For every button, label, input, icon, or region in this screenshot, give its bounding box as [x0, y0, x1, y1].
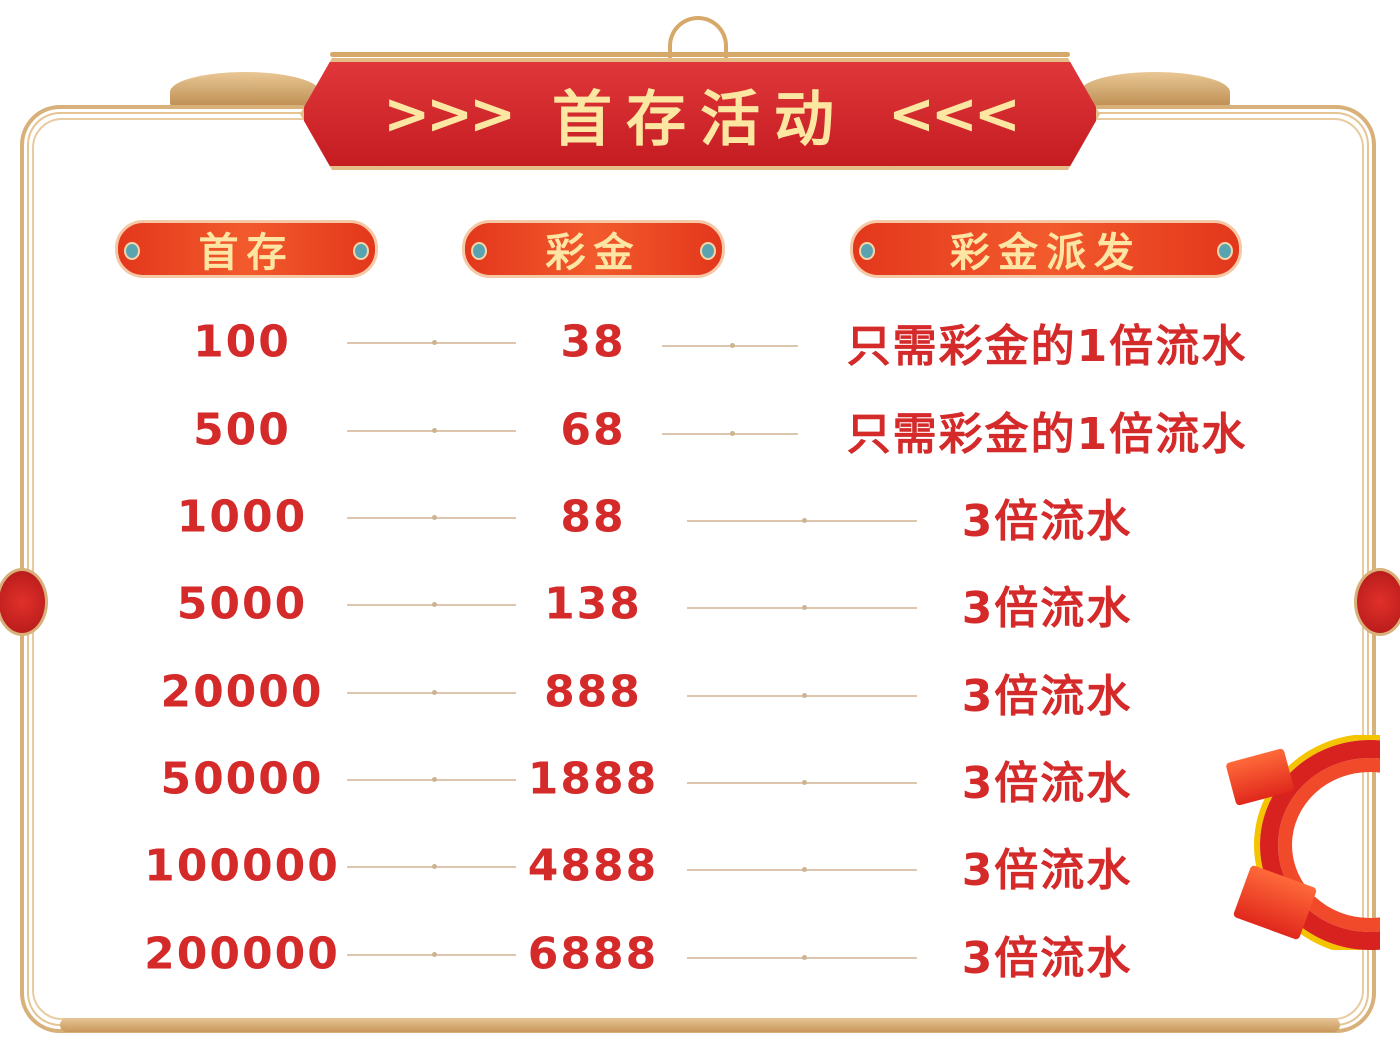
- divider-line: [662, 343, 798, 348]
- payout-requirement: 3倍流水: [961, 671, 1133, 722]
- hanger-hook-icon: [668, 16, 728, 60]
- gem-icon: [1217, 242, 1233, 260]
- divider-line: [687, 518, 917, 523]
- payout-requirement: 3倍流水: [961, 496, 1133, 547]
- divider-line: [347, 340, 516, 345]
- divider-line: [347, 952, 516, 957]
- deposit-amount: 50000: [160, 753, 324, 805]
- bonus-amount: 88: [560, 491, 626, 543]
- divider-line: [347, 777, 516, 782]
- payout-requirement: 3倍流水: [961, 933, 1133, 984]
- gem-icon: [353, 242, 369, 260]
- payout-requirement: 只需彩金的1倍流水: [846, 409, 1248, 460]
- divider-line: [347, 428, 516, 433]
- deposit-amount: 20000: [160, 666, 324, 718]
- header-deposit: 首存: [115, 220, 378, 278]
- divider-line: [662, 431, 798, 436]
- chevron-right-icon: >>>: [383, 81, 516, 147]
- bonus-amount: 68: [560, 404, 626, 456]
- gem-icon: [700, 242, 716, 260]
- bonus-amount: 6888: [527, 928, 659, 980]
- divider-line: [687, 605, 917, 610]
- gem-icon: [859, 242, 875, 260]
- deposit-amount: 5000: [176, 578, 308, 630]
- page-title: 首存活动: [552, 84, 848, 155]
- right-side-ornament: [1354, 568, 1400, 636]
- deposit-amount: 200000: [144, 928, 340, 980]
- deposit-amount: 100000: [144, 840, 340, 892]
- deposit-amount: 500: [193, 404, 291, 456]
- header-payout: 彩金派发: [850, 220, 1242, 278]
- bonus-amount: 38: [560, 316, 626, 368]
- divider-line: [687, 780, 917, 785]
- header-bonus: 彩金: [462, 220, 725, 278]
- bonus-amount: 1888: [527, 753, 659, 805]
- payout-requirement: 3倍流水: [961, 758, 1133, 809]
- chevron-left-icon: <<<: [888, 81, 1021, 147]
- bottom-frame-bar: [60, 1018, 1340, 1032]
- left-side-ornament: [0, 568, 48, 636]
- bonus-amount: 888: [544, 666, 642, 718]
- deposit-amount: 100: [193, 316, 291, 368]
- divider-line: [687, 867, 917, 872]
- divider-line: [347, 602, 516, 607]
- payout-requirement: 只需彩金的1倍流水: [846, 321, 1248, 372]
- payout-requirement: 3倍流水: [961, 845, 1133, 896]
- divider-line: [687, 693, 917, 698]
- title-banner: >>> 首存活动 <<<: [300, 58, 1100, 170]
- payout-requirement: 3倍流水: [961, 583, 1133, 634]
- red-envelope-chip-decoration: [1210, 735, 1380, 950]
- divider-line: [687, 955, 917, 960]
- gem-icon: [471, 242, 487, 260]
- deposit-amount: 1000: [176, 491, 308, 543]
- bonus-amount: 138: [544, 578, 642, 630]
- bonus-amount: 4888: [527, 840, 659, 892]
- divider-line: [347, 690, 516, 695]
- divider-line: [347, 515, 516, 520]
- gem-icon: [124, 242, 140, 260]
- hanger-rod: [330, 52, 1070, 57]
- divider-line: [347, 864, 516, 869]
